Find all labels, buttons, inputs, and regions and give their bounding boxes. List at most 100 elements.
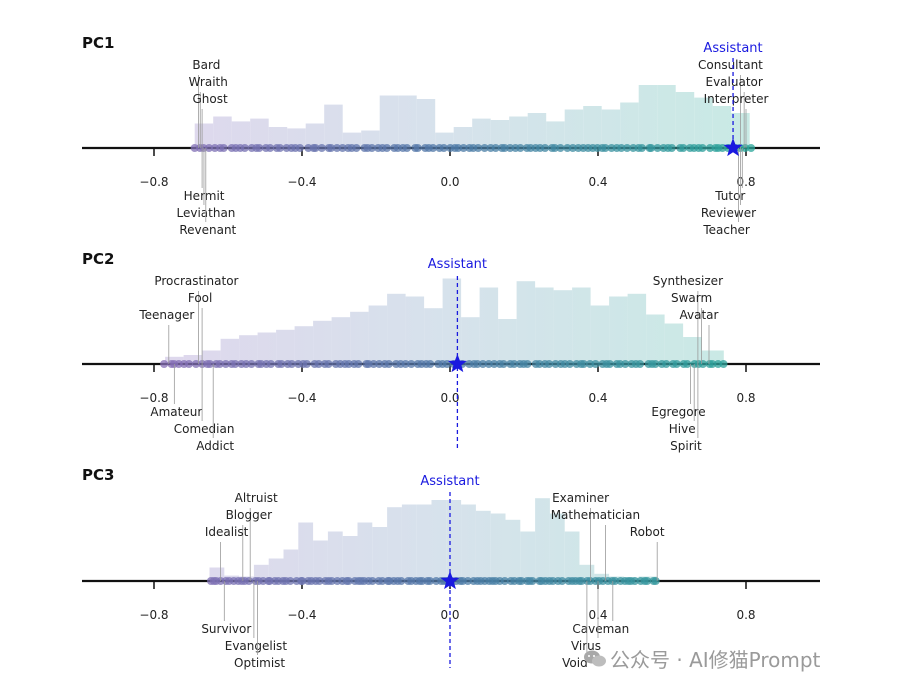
role-point [517, 577, 526, 585]
role-point [219, 144, 228, 152]
hist-bar [387, 507, 402, 581]
assistant-label: Assistant [703, 41, 762, 56]
role-point [568, 144, 577, 152]
role-label: Bard [192, 58, 220, 72]
role-label: Robot [630, 525, 665, 539]
role-label: Mathematician [551, 508, 640, 522]
role-point [550, 144, 559, 152]
hist-bar [564, 109, 584, 148]
hist-bar [620, 102, 639, 148]
role-point [643, 577, 652, 585]
hist-bar [498, 319, 517, 364]
role-point [491, 144, 500, 152]
hist-bar [453, 127, 473, 148]
panel-pc3: PC3−0.8 −0.4 0.0 0.4 0.8AltruistBloggerIdeal… [82, 466, 820, 670]
hist-bar [527, 113, 547, 148]
role-label: Egregore [651, 405, 705, 419]
role-point [275, 144, 284, 152]
x-tick-label: −0.8 [139, 608, 168, 622]
role-point [605, 360, 614, 368]
role-point [672, 360, 681, 368]
role-label: Avatar [680, 308, 719, 322]
role-point [601, 144, 610, 152]
role-point [516, 144, 525, 152]
role-point [617, 144, 626, 152]
role-label: Evaluator [705, 75, 762, 89]
hist-bar [305, 123, 325, 148]
hist-bar [535, 498, 550, 581]
hist-bar [324, 104, 343, 148]
role-point [474, 144, 483, 152]
role-point [367, 144, 376, 152]
role-point [651, 360, 660, 368]
hist-bar [424, 308, 443, 364]
role-point [160, 360, 169, 368]
hist-bar [590, 305, 610, 364]
role-point [247, 360, 256, 368]
hist-bar [350, 311, 369, 364]
role-label: Spirit [670, 439, 702, 453]
role-point [623, 144, 632, 152]
hist-bar [220, 338, 240, 364]
role-point [266, 360, 275, 368]
role-label: Interpreter [704, 92, 769, 106]
role-point [240, 144, 249, 152]
role-point [324, 360, 333, 368]
role-label: Ghost [192, 92, 227, 106]
role-point [375, 360, 384, 368]
x-tick-label: −0.4 [287, 391, 316, 405]
role-label: Caveman [572, 622, 629, 636]
role-point [338, 144, 347, 152]
panel-title: PC2 [82, 250, 114, 268]
watermark-text: 公众号 · AI修猫Prompt [610, 648, 821, 672]
role-point [478, 360, 487, 368]
role-point [653, 144, 662, 152]
role-point [630, 577, 639, 585]
role-point [426, 360, 435, 368]
role-point [556, 144, 565, 152]
hist-bar [313, 540, 328, 581]
hist-bar [361, 130, 380, 148]
hist-bar [509, 116, 528, 148]
hist-bar [564, 531, 580, 581]
role-point [683, 360, 692, 368]
role-label: Addict [196, 439, 234, 453]
panel-title: PC3 [82, 466, 114, 484]
role-point [314, 360, 323, 368]
role-point [191, 360, 200, 368]
role-label: Idealist [205, 525, 249, 539]
hist-bar [516, 281, 536, 364]
watermark: 公众号 · AI修猫Prompt [584, 644, 820, 673]
hist-bar [379, 95, 399, 148]
role-point [352, 144, 361, 152]
role-point [298, 577, 307, 585]
hist-bar [331, 317, 351, 364]
role-point [332, 144, 341, 152]
role-point [287, 360, 296, 368]
role-label: Wraith [189, 75, 228, 89]
role-point [500, 144, 509, 152]
hist-bar [194, 123, 214, 148]
hist-bar [239, 335, 258, 364]
hist-bar [253, 564, 269, 581]
role-point [368, 577, 377, 585]
hist-bar [535, 287, 554, 364]
x-tick-label: −0.8 [139, 391, 168, 405]
role-point [369, 360, 378, 368]
role-label: Consultant [698, 58, 763, 72]
hist-bar [520, 531, 536, 581]
role-point [221, 360, 230, 368]
role-point [295, 144, 304, 152]
role-point [315, 577, 324, 585]
hist-bar [657, 85, 676, 148]
role-point [266, 144, 275, 152]
hist-bar [276, 329, 295, 364]
role-label: Amateur [150, 405, 202, 419]
hist-bar [553, 290, 573, 364]
role-point [528, 577, 537, 585]
role-point [499, 360, 508, 368]
role-label: Void [562, 656, 588, 670]
role-point [184, 360, 193, 368]
role-point [463, 577, 472, 585]
hist-bar [372, 527, 388, 581]
